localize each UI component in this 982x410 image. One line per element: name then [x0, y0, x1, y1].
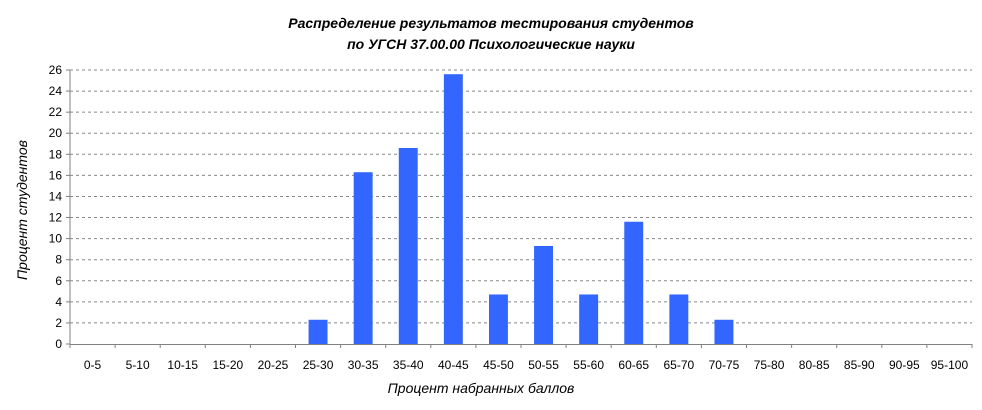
x-tick-label: 25-30: [303, 358, 334, 372]
y-tick-label: 24: [49, 84, 63, 98]
y-tick-label: 0: [55, 337, 62, 351]
y-tick-label: 10: [49, 232, 63, 246]
x-tick-label: 40-45: [438, 358, 469, 372]
x-tick-label: 85-90: [844, 358, 875, 372]
x-axis-ticks: 0-5 5-10 10-15 15-20 20-25 25-30 30-35 35-40 40-…: [69, 344, 973, 372]
y-tick-label: 18: [49, 147, 63, 161]
chart-title-line-2: по УГСН 37.00.00 Психологические науки: [347, 36, 635, 52]
y-tick-label: 4: [55, 295, 62, 309]
y-tick-label: 26: [49, 63, 63, 77]
bar-55-60: [579, 294, 599, 344]
x-axis-label: Процент набранных баллов: [388, 380, 575, 396]
x-tick-label: 80-85: [799, 358, 830, 372]
bar-35-40: [398, 147, 418, 344]
gridlines: [70, 69, 972, 324]
bar-25-30: [308, 319, 328, 344]
chart-title-line-1: Распределение результатов тестирования с…: [288, 15, 694, 31]
x-tick-label: 35-40: [393, 358, 424, 372]
y-tick-label: 2: [55, 316, 62, 330]
bar-30-35: [353, 172, 373, 344]
x-tick-label: 45-50: [483, 358, 514, 372]
y-axis-label: Процент студентов: [14, 140, 30, 280]
y-tick-label: 12: [49, 211, 63, 225]
y-tick-label: 8: [55, 253, 62, 267]
bar-45-50: [488, 294, 508, 344]
x-tick-label: 5-10: [126, 358, 150, 372]
x-tick-label: 0-5: [84, 358, 102, 372]
bars: [308, 74, 734, 344]
bar-65-70: [669, 294, 689, 344]
x-tick-label: 55-60: [573, 358, 604, 372]
x-tick-label: 90-95: [889, 358, 920, 372]
x-tick-label: 50-55: [528, 358, 559, 372]
y-tick-label: 14: [49, 189, 63, 203]
x-tick-label: 15-20: [212, 358, 243, 372]
x-tick-label: 60-65: [618, 358, 649, 372]
x-tick-label: 10-15: [167, 358, 198, 372]
x-tick-label: 95-100: [931, 358, 969, 372]
y-tick-label: 20: [49, 126, 63, 140]
bar-40-45: [443, 74, 463, 344]
y-tick-label: 6: [55, 274, 62, 288]
bar-70-75: [714, 319, 734, 344]
x-tick-label: 75-80: [754, 358, 785, 372]
x-tick-label: 70-75: [709, 358, 740, 372]
x-tick-label: 30-35: [348, 358, 379, 372]
x-tick-label: 65-70: [663, 358, 694, 372]
y-tick-label: 16: [49, 168, 63, 182]
bar-60-65: [624, 221, 644, 344]
x-tick-label: 20-25: [258, 358, 289, 372]
y-tick-label: 22: [49, 105, 63, 119]
bar-50-55: [534, 245, 554, 344]
